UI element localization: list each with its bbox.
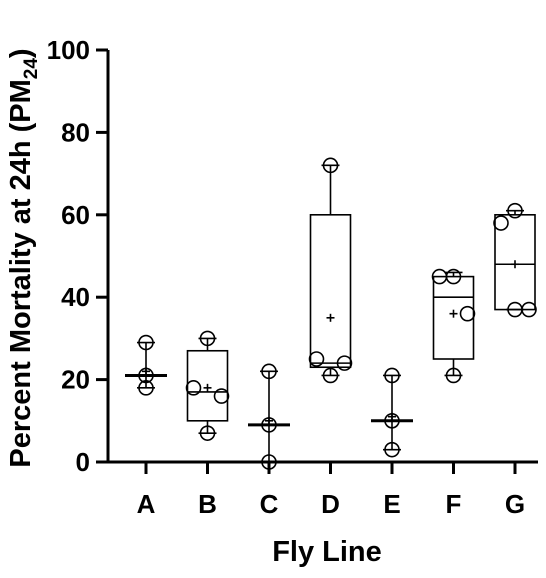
box-iqr: [494, 214, 536, 311]
data-point: [336, 355, 353, 371]
data-point: [459, 305, 476, 322]
data-point: [322, 157, 339, 174]
x-tick-label: B: [198, 489, 217, 519]
box-F: [431, 268, 476, 384]
box-iqr: [309, 214, 352, 369]
data-point: [445, 268, 462, 285]
x-axis-label: Fly Line: [272, 536, 382, 568]
data-point: [138, 334, 154, 351]
y-tick-label: 40: [61, 282, 90, 312]
box-G: [493, 202, 537, 318]
data-point: [507, 202, 523, 219]
x-tick-label: G: [505, 489, 525, 519]
y-axis-label-subscript: 24: [21, 58, 42, 80]
data-point: [185, 380, 202, 396]
y-axis-label-close: ): [5, 48, 37, 58]
box-C: [248, 363, 290, 470]
box-series: [125, 157, 537, 470]
y-ticks: 0 20 40 60 80 100: [47, 35, 108, 477]
y-tick-label: 20: [61, 365, 90, 395]
y-axis-label: Percent Mortality at 24h (PM24): [5, 48, 42, 467]
data-point: [261, 363, 277, 380]
data-point: [199, 330, 216, 347]
x-tick-label: C: [260, 489, 279, 519]
data-point: [507, 301, 523, 318]
box-E: [371, 367, 413, 458]
box-D: [308, 157, 353, 384]
x-ticks: A B C D E F G: [137, 462, 525, 519]
data-point: [521, 301, 537, 318]
x-tick-label: F: [446, 489, 462, 519]
axes: [106, 50, 538, 464]
y-tick-label: 0: [76, 447, 90, 477]
data-point: [138, 380, 154, 396]
data-point: [445, 367, 462, 384]
data-point: [384, 441, 400, 458]
box-B: [185, 330, 230, 441]
data-point: [199, 425, 216, 441]
box-A: [125, 334, 167, 396]
y-tick-label: 80: [61, 117, 90, 147]
data-point: [431, 268, 448, 285]
x-tick-label: E: [383, 489, 400, 519]
data-point: [384, 367, 400, 384]
x-tick-label: A: [137, 489, 156, 519]
data-point: [493, 215, 509, 231]
data-point: [213, 388, 230, 404]
x-tick-label: D: [321, 489, 340, 519]
data-point: [308, 351, 325, 367]
y-tick-label: 100: [47, 35, 90, 65]
y-axis-label-main: Percent Mortality at 24h (PM: [5, 79, 37, 467]
data-point: [322, 367, 339, 384]
y-tick-label: 60: [61, 200, 90, 230]
